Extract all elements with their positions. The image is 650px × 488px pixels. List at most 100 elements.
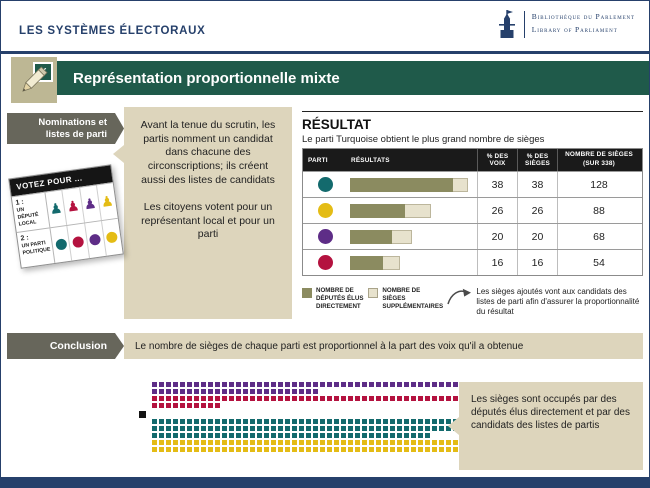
seat-block-turquoise: [151, 418, 463, 439]
header-pct-voix: % DES VOIX: [477, 149, 517, 171]
pct-votes-value: 26: [477, 198, 517, 223]
seat: [236, 440, 241, 445]
header-divider: [1, 51, 649, 54]
seat: [271, 396, 276, 401]
seat: [194, 426, 199, 431]
nominations-paragraph-1: Avant la tenue du scrutin, les partis no…: [140, 119, 276, 186]
seat: [215, 389, 220, 394]
seat: [355, 426, 360, 431]
seat: [425, 433, 430, 438]
seat: [292, 426, 297, 431]
seat: [243, 440, 248, 445]
result-table-row-turquoise: 38 38 128: [303, 171, 642, 197]
party-dot-icon: [106, 231, 119, 244]
seat: [187, 447, 192, 452]
seat: [194, 389, 199, 394]
seat: [187, 389, 192, 394]
seat: [278, 382, 283, 387]
seat: [383, 433, 388, 438]
seat: [425, 447, 430, 452]
seat: [327, 426, 332, 431]
seat: [278, 389, 283, 394]
seat: [383, 382, 388, 387]
seat: [327, 433, 332, 438]
seat: [278, 396, 283, 401]
seat: [376, 382, 381, 387]
header-resultats: RÉSULTATS: [351, 156, 390, 164]
seat: [187, 426, 192, 431]
seat: [390, 382, 395, 387]
footer-band: [1, 477, 649, 487]
seat: [201, 396, 206, 401]
seat: [292, 389, 297, 394]
seat: [313, 389, 318, 394]
seat: [257, 419, 262, 424]
seat: [376, 396, 381, 401]
seat: [257, 426, 262, 431]
panel-tail-left: [113, 145, 124, 163]
seat: [278, 447, 283, 452]
result-table-row-purple: 20 20 68: [303, 223, 642, 249]
seat: [299, 419, 304, 424]
seat: [257, 447, 262, 452]
seat: [383, 419, 388, 424]
seat: [355, 447, 360, 452]
seat: [243, 447, 248, 452]
seat: [369, 433, 374, 438]
seat: [397, 433, 402, 438]
seat: [285, 396, 290, 401]
logo-line-english: Library of Parliament: [531, 25, 618, 34]
seat: [250, 382, 255, 387]
seat: [376, 440, 381, 445]
seat: [173, 433, 178, 438]
seat: [159, 433, 164, 438]
seat: [222, 389, 227, 394]
seat: [299, 396, 304, 401]
seat: [208, 389, 213, 394]
seat: [215, 419, 220, 424]
seat: [334, 396, 339, 401]
callout-tail-left: [448, 417, 459, 435]
seat: [166, 382, 171, 387]
seat: [334, 419, 339, 424]
conclusion-bar: Le nombre de sièges de chaque parti est …: [124, 333, 643, 359]
ballot-candidate-cell: ♟: [97, 183, 118, 220]
seat: [159, 419, 164, 424]
seat: [250, 426, 255, 431]
seat: [362, 382, 367, 387]
seat: [194, 433, 199, 438]
legend-supplementary-swatch-icon: [368, 288, 379, 298]
parliament-tower-icon: [498, 10, 515, 38]
pct-votes-value: 38: [477, 172, 517, 197]
seat: [397, 382, 402, 387]
result-bar: [347, 224, 477, 249]
seat: [222, 440, 227, 445]
seat: [201, 382, 206, 387]
library-of-parliament-logo: Bibliothèque du Parlement Library of Par…: [497, 10, 635, 38]
seat: [320, 419, 325, 424]
seat: [334, 382, 339, 387]
result-legend: NOMBRE DE DÉPUTÉS ÉLUS DIRECTEMENT NOMBR…: [302, 287, 643, 317]
seat: [229, 447, 234, 452]
seat: [341, 382, 346, 387]
conclusion-ribbon: Conclusion: [7, 333, 124, 359]
seat: [278, 440, 283, 445]
seat: [152, 433, 157, 438]
seat-block-yellow: [151, 439, 463, 453]
seat: [425, 396, 430, 401]
seat: [166, 440, 171, 445]
party-cell: [303, 172, 347, 197]
seat: [313, 426, 318, 431]
ballot-row-1-label: 1 : UN DÉPUTÉ LOCAL: [11, 192, 51, 233]
seat: [285, 426, 290, 431]
seat: [404, 382, 409, 387]
seat: [327, 440, 332, 445]
seat: [229, 440, 234, 445]
seat: [187, 396, 192, 401]
seat: [201, 419, 206, 424]
seat: [208, 433, 213, 438]
seat: [432, 396, 437, 401]
pct-seats-value: 20: [517, 224, 557, 249]
party-dot-icon: [71, 235, 85, 249]
seat: [390, 433, 395, 438]
